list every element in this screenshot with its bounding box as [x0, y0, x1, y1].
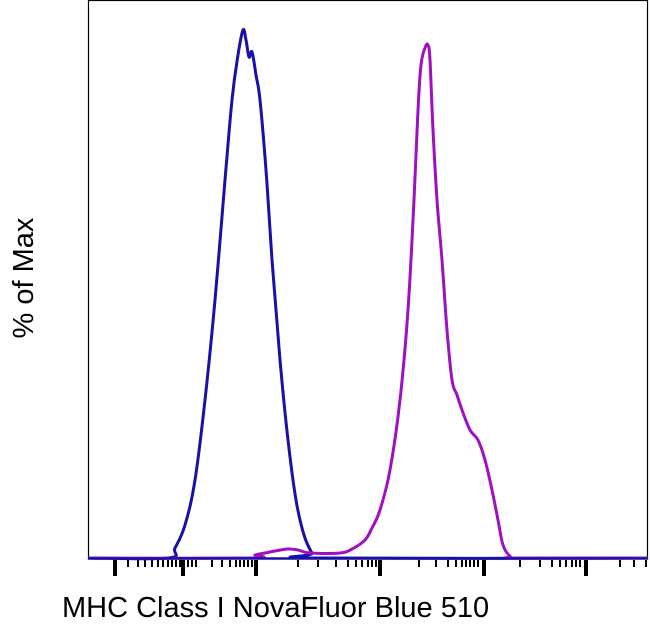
plot-frame: [87, 0, 649, 560]
control-histogram-curve: [87, 27, 649, 561]
stained-histogram-curve: [87, 42, 649, 560]
x-axis-ticks: [113, 560, 647, 576]
y-axis-label: % of Max: [8, 217, 40, 339]
x-axis-label: MHC Class I NovaFluor Blue 510: [62, 592, 490, 624]
